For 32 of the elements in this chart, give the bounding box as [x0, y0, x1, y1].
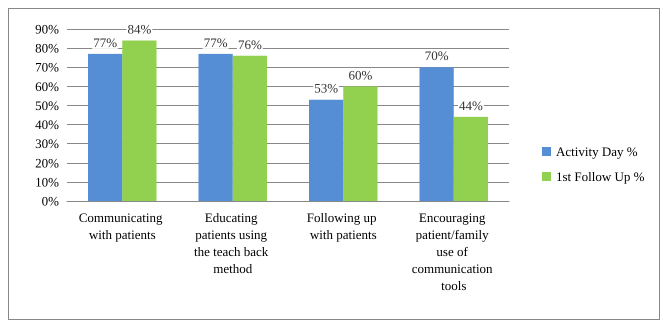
data-label: 77% [204, 34, 228, 50]
bar [198, 54, 233, 201]
bar [88, 54, 122, 201]
bar [232, 56, 268, 201]
data-label: 76% [238, 36, 262, 52]
y-tick-label: 60% [35, 78, 60, 94]
y-tick-label: 80% [35, 40, 60, 56]
data-label: 84% [127, 21, 152, 36]
bar [308, 100, 344, 201]
bar [419, 67, 454, 201]
x-tick-label: Encouraging patient/family use of communication tools [412, 210, 496, 293]
data-label: 70% [424, 48, 449, 64]
x-tick-label: Following up with patients [306, 210, 380, 242]
bar [343, 86, 378, 201]
bar [454, 116, 488, 201]
y-tick-label: 10% [35, 174, 60, 190]
y-tick-label: 30% [35, 136, 60, 152]
legend-label: Activity Day % [556, 144, 638, 159]
data-label: 53% [314, 80, 338, 96]
bar [122, 40, 157, 201]
legend-label: 1st Follow Up % [556, 169, 645, 184]
x-tick-label: Communicating with patients [78, 210, 166, 242]
data-label: 60% [348, 67, 372, 82]
y-tick-label: 70% [35, 60, 60, 75]
y-tick-label: 40% [35, 117, 60, 132]
data-label: 44% [458, 98, 483, 113]
y-tick-label: 20% [35, 155, 60, 170]
y-tick-label: 50% [35, 98, 60, 113]
y-tick-label: 90% [35, 22, 60, 36]
y-tick-label: 0% [42, 194, 60, 208]
x-tick-label: Educating patients using the teach back method [194, 210, 272, 276]
data-label: 77% [93, 34, 118, 50]
